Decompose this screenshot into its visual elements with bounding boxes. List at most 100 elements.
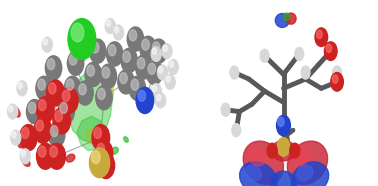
Ellipse shape — [129, 76, 146, 100]
Ellipse shape — [48, 143, 65, 169]
Ellipse shape — [100, 64, 116, 88]
Ellipse shape — [151, 84, 161, 99]
Ellipse shape — [275, 14, 289, 27]
Ellipse shape — [245, 165, 261, 181]
Ellipse shape — [96, 86, 112, 110]
Ellipse shape — [91, 151, 100, 164]
Ellipse shape — [80, 22, 90, 37]
Ellipse shape — [11, 130, 21, 145]
Ellipse shape — [111, 147, 118, 154]
Ellipse shape — [8, 104, 18, 119]
Ellipse shape — [28, 102, 36, 113]
Ellipse shape — [102, 142, 110, 152]
Ellipse shape — [17, 81, 27, 96]
Ellipse shape — [162, 44, 172, 59]
Ellipse shape — [138, 90, 146, 101]
Ellipse shape — [168, 60, 178, 74]
Ellipse shape — [146, 60, 163, 85]
Ellipse shape — [43, 39, 48, 45]
Ellipse shape — [124, 137, 128, 142]
Ellipse shape — [26, 100, 43, 124]
Ellipse shape — [97, 143, 105, 154]
Ellipse shape — [284, 13, 290, 20]
Ellipse shape — [98, 88, 105, 100]
Ellipse shape — [36, 76, 52, 100]
Ellipse shape — [85, 62, 101, 86]
Ellipse shape — [290, 143, 300, 158]
Ellipse shape — [38, 79, 45, 90]
Ellipse shape — [23, 159, 30, 166]
Ellipse shape — [152, 42, 160, 53]
Ellipse shape — [121, 48, 137, 73]
Ellipse shape — [301, 66, 310, 79]
Ellipse shape — [140, 36, 156, 60]
Ellipse shape — [127, 27, 144, 51]
Ellipse shape — [48, 123, 65, 147]
Ellipse shape — [158, 66, 163, 73]
Ellipse shape — [47, 59, 55, 70]
Ellipse shape — [105, 19, 115, 33]
Ellipse shape — [71, 23, 84, 42]
Ellipse shape — [11, 106, 20, 117]
Ellipse shape — [166, 76, 170, 82]
Ellipse shape — [326, 44, 332, 52]
Ellipse shape — [95, 140, 113, 166]
Ellipse shape — [50, 126, 58, 137]
Ellipse shape — [19, 141, 26, 148]
Ellipse shape — [332, 75, 338, 83]
Ellipse shape — [333, 75, 341, 88]
Ellipse shape — [163, 45, 167, 52]
Ellipse shape — [97, 153, 115, 179]
Ellipse shape — [243, 141, 284, 185]
Ellipse shape — [240, 162, 277, 186]
Ellipse shape — [55, 111, 62, 122]
Ellipse shape — [36, 120, 43, 131]
Polygon shape — [87, 128, 96, 144]
Ellipse shape — [50, 146, 57, 157]
Ellipse shape — [295, 47, 304, 60]
Ellipse shape — [91, 42, 99, 53]
Ellipse shape — [230, 66, 239, 79]
Ellipse shape — [66, 154, 75, 162]
Ellipse shape — [21, 150, 26, 157]
Ellipse shape — [77, 81, 93, 105]
Ellipse shape — [87, 65, 94, 76]
Ellipse shape — [22, 127, 29, 139]
Ellipse shape — [165, 74, 175, 89]
Ellipse shape — [79, 84, 86, 95]
Ellipse shape — [271, 140, 296, 161]
Ellipse shape — [277, 115, 290, 136]
Ellipse shape — [152, 85, 156, 92]
Ellipse shape — [293, 147, 310, 166]
Ellipse shape — [102, 67, 110, 78]
Ellipse shape — [260, 49, 269, 62]
Ellipse shape — [333, 66, 341, 79]
Ellipse shape — [135, 55, 152, 79]
Ellipse shape — [221, 103, 230, 116]
Ellipse shape — [137, 58, 145, 69]
Ellipse shape — [66, 79, 74, 90]
Ellipse shape — [315, 28, 328, 46]
Ellipse shape — [156, 94, 161, 101]
Ellipse shape — [316, 30, 322, 39]
Ellipse shape — [131, 79, 139, 90]
Ellipse shape — [114, 26, 119, 33]
Ellipse shape — [68, 19, 96, 60]
Ellipse shape — [108, 45, 116, 56]
Ellipse shape — [42, 37, 52, 52]
Ellipse shape — [81, 24, 85, 30]
Ellipse shape — [286, 13, 296, 24]
Ellipse shape — [37, 97, 54, 123]
Ellipse shape — [39, 100, 46, 111]
Ellipse shape — [34, 117, 52, 143]
Ellipse shape — [39, 146, 46, 157]
Ellipse shape — [67, 51, 84, 75]
Polygon shape — [68, 70, 113, 144]
Ellipse shape — [62, 90, 70, 101]
Ellipse shape — [48, 83, 56, 94]
Ellipse shape — [46, 80, 64, 106]
Ellipse shape — [123, 51, 130, 62]
Ellipse shape — [99, 155, 107, 166]
Ellipse shape — [113, 25, 124, 40]
Ellipse shape — [267, 143, 277, 158]
